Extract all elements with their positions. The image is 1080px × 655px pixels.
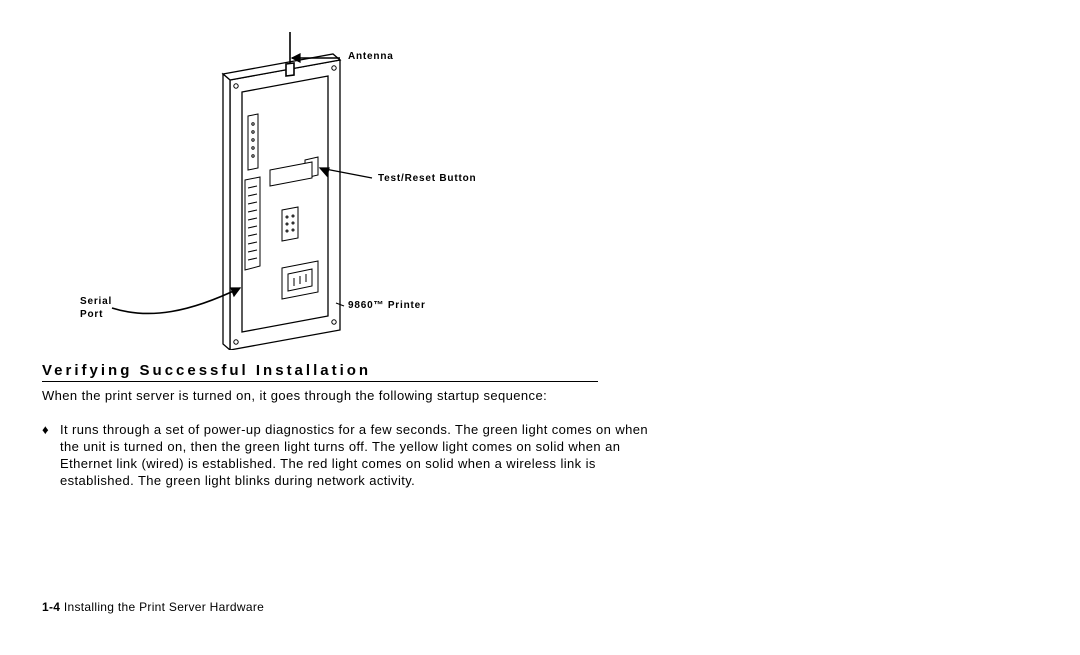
callout-test-reset: Test/Reset Button [378, 172, 476, 185]
footer-title: Installing the Print Server Hardware [60, 600, 264, 614]
bullet-item: ♦ It runs through a set of power-up diag… [42, 422, 662, 490]
printer-diagram: Antenna Test/Reset Button 9860™ Printer … [80, 20, 640, 350]
section-heading: Verifying Successful Installation [42, 362, 598, 382]
intro-text: When the print server is turned on, it g… [42, 388, 602, 404]
callout-serial-line2: Port [80, 309, 103, 320]
footer-page-number: 1-4 [42, 600, 60, 614]
page-footer: 1-4 Installing the Print Server Hardware [42, 600, 264, 614]
bullet-list: ♦ It runs through a set of power-up diag… [42, 422, 662, 490]
bullet-text: It runs through a set of power-up diagno… [60, 422, 662, 490]
callout-serial-port: Serial Port [80, 295, 112, 321]
callout-printer: 9860™ Printer [348, 299, 426, 312]
callout-serial-line1: Serial [80, 296, 112, 307]
callout-antenna: Antenna [348, 50, 394, 63]
bullet-symbol: ♦ [42, 422, 60, 439]
